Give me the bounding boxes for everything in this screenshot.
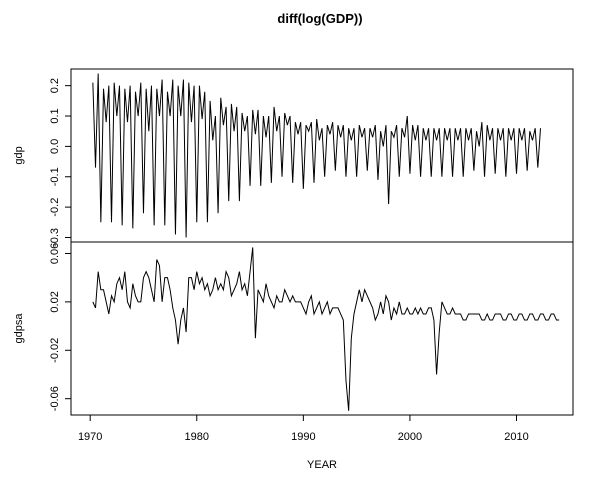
gdp-y-axis-label: gdp: [13, 146, 25, 164]
gdp-series-line: [92, 73, 541, 238]
x-tick-label: 1970: [78, 431, 102, 443]
gdpsa-y-tick-label: 0.06: [49, 243, 61, 264]
gdpsa-plot-frame: [70, 241, 574, 416]
x-axis-label: YEAR: [307, 459, 337, 471]
gdp-y-tick-label: 0.0: [49, 139, 61, 154]
gdpsa-y-tick-label: -0.06: [49, 386, 61, 411]
gdp-panel: -0.3 -0.2 -0.1 0.0 0.1 0.2 gdp: [13, 68, 574, 247]
x-axis: 1970 1980 1990 2000 2010: [78, 415, 529, 443]
gdpsa-y-tick-label: -0.02: [49, 338, 61, 363]
x-tick-label: 1990: [291, 431, 315, 443]
gdp-y-tick-label: -0.2: [49, 198, 61, 217]
gdp-y-tick-label: -0.3: [49, 228, 61, 247]
gdp-y-tick-label: -0.1: [49, 167, 61, 186]
x-tick-label: 1980: [185, 431, 209, 443]
gdpsa-y-axis: -0.06 -0.02 0.02 0.06: [49, 243, 71, 411]
gdp-y-axis: -0.3 -0.2 -0.1 0.0 0.1 0.2: [49, 78, 71, 247]
gdp-y-tick-label: 0.1: [49, 108, 61, 123]
gdpsa-y-axis-label: gdpsa: [13, 313, 25, 344]
gdpsa-series-line: [92, 247, 560, 411]
x-tick-label: 2010: [504, 431, 528, 443]
chart-title: diff(log(GDP)): [277, 11, 362, 26]
x-tick-label: 2000: [398, 431, 422, 443]
gdpsa-y-tick-label: 0.02: [49, 291, 61, 312]
gdp-y-tick-label: 0.2: [49, 78, 61, 93]
gdpsa-panel: -0.06 -0.02 0.02 0.06 gdpsa: [13, 241, 574, 416]
